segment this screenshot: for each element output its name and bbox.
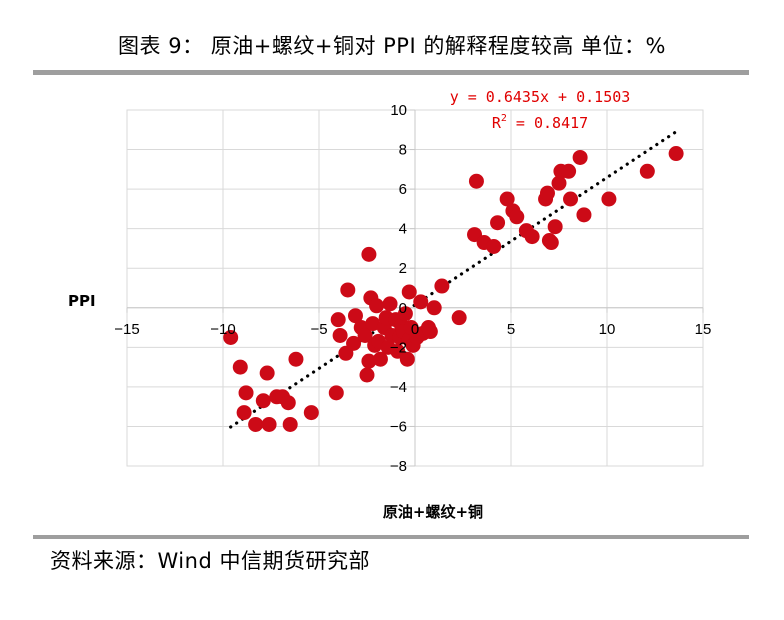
y-tick-label: 4 (399, 221, 407, 238)
x-tick-label: −5 (310, 321, 327, 338)
data-point (303, 405, 319, 421)
figure-title: 图表 9： 原油+螺纹+铜对 PPI 的解释程度较高 单位：% (118, 34, 666, 58)
data-point (255, 393, 271, 409)
y-axis-title: PPI (68, 292, 96, 310)
y-tick-label: −6 (390, 418, 407, 435)
data-point (280, 395, 296, 411)
data-point (576, 207, 592, 223)
data-point (547, 219, 563, 235)
bottom-rule (33, 535, 749, 539)
data-point (422, 324, 438, 340)
x-tick-label: −10 (210, 321, 235, 338)
y-tick-label: 0 (399, 300, 407, 317)
data-point (330, 312, 346, 328)
data-point (543, 235, 559, 251)
data-point (357, 327, 373, 343)
x-tick-label: 10 (599, 321, 616, 338)
x-tick-label: 0 (411, 321, 419, 338)
data-point (434, 278, 450, 294)
trendline-group (229, 130, 678, 429)
data-point (524, 229, 540, 245)
data-point (369, 298, 385, 314)
y-tick-label: −2 (390, 339, 407, 356)
data-point (490, 215, 506, 231)
data-point (499, 191, 515, 207)
data-point (248, 416, 264, 432)
data-point (359, 367, 375, 383)
r-squared-superscript: 2 (501, 113, 507, 124)
data-point (382, 296, 398, 312)
data-point (238, 385, 254, 401)
data-point (413, 294, 429, 310)
data-point (399, 351, 415, 367)
source-note: 资料来源：Wind 中信期货研究部 (50, 549, 370, 573)
data-point (468, 173, 484, 189)
x-axis-title: 原油+螺纹+铜 (383, 503, 483, 521)
y-tick-label: −4 (390, 379, 407, 396)
data-point (332, 327, 348, 343)
data-point (509, 209, 525, 225)
data-point (372, 351, 388, 367)
data-point (259, 365, 275, 381)
trendline-equation: y = 0.6435x + 0.1503 (450, 88, 631, 106)
data-point (486, 238, 502, 254)
y-tick-label: 8 (399, 142, 407, 159)
r-squared-value: = 0.8417 (507, 114, 588, 132)
data-point (261, 416, 277, 432)
trendline (229, 130, 678, 429)
data-point (346, 335, 362, 351)
y-tick-label: 10 (390, 102, 407, 119)
data-point (328, 385, 344, 401)
data-point (282, 416, 298, 432)
data-point (361, 353, 377, 369)
x-tick-label: 15 (695, 321, 712, 338)
data-point (232, 359, 248, 375)
y-tick-label: −8 (390, 458, 407, 475)
data-point (340, 282, 356, 298)
data-point (551, 175, 567, 191)
y-tick-label: 2 (399, 260, 407, 277)
data-points (223, 146, 684, 432)
data-point (572, 149, 588, 165)
y-tick-label: 6 (399, 181, 407, 198)
data-point (539, 185, 555, 201)
data-point (668, 146, 684, 162)
r-squared-label: R2 = 0.8417 (492, 113, 588, 132)
x-tick-label: 5 (507, 321, 515, 338)
data-point (361, 246, 377, 262)
data-point (288, 351, 304, 367)
x-tick-label: −15 (114, 321, 139, 338)
data-point (365, 316, 381, 332)
data-point (561, 163, 577, 179)
data-point (426, 300, 442, 316)
data-point (347, 308, 363, 324)
data-point (601, 191, 617, 207)
data-point (451, 310, 467, 326)
r-squared-symbol: R (492, 114, 502, 132)
data-point (563, 191, 579, 207)
y-tick-labels: −8 −6 −4 −2 0 2 4 6 8 10 (390, 102, 407, 475)
data-point (401, 284, 417, 300)
data-point (397, 306, 413, 322)
data-point (236, 405, 252, 421)
data-point (223, 329, 239, 345)
data-point (639, 163, 655, 179)
x-tick-labels: −15 −10 −5 0 5 10 15 (114, 321, 711, 338)
top-rule (33, 70, 749, 75)
